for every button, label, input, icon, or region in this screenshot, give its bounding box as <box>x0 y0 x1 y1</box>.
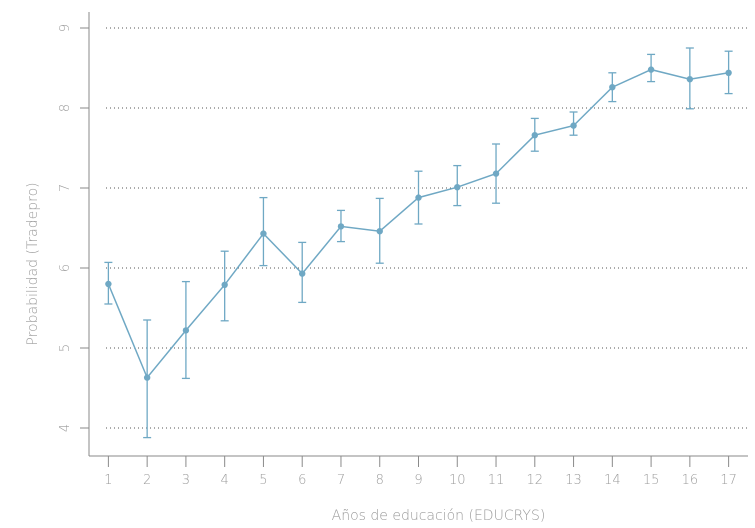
grid-lines <box>106 27 748 429</box>
data-point-9 <box>415 194 422 201</box>
data-points <box>105 66 732 381</box>
x-tick-label-4: 4 <box>221 473 229 488</box>
y-tick-label-4: 4 <box>58 424 73 432</box>
x-tick-label-15: 15 <box>643 473 660 488</box>
y-tick-label-8: 8 <box>58 104 73 112</box>
data-point-2 <box>143 374 151 381</box>
x-axis-title: Años de educación (EDUCRYS) <box>332 508 546 524</box>
x-tick-label-7: 7 <box>337 473 345 488</box>
y-tick-label-9: 9 <box>58 24 73 32</box>
data-point-15 <box>647 66 655 73</box>
data-point-4 <box>221 281 228 288</box>
data-point-12 <box>531 132 538 139</box>
x-tick-label-12: 12 <box>527 473 544 488</box>
data-point-17 <box>725 69 732 77</box>
data-point-6 <box>299 270 306 277</box>
data-point-1 <box>105 280 112 288</box>
data-point-14 <box>609 84 616 91</box>
x-tick-label-16: 16 <box>682 473 699 488</box>
y-axis-title: Probabilidad (Tradepro) <box>25 182 41 345</box>
x-tick-label-17: 17 <box>720 473 737 488</box>
error-bars <box>104 47 733 439</box>
x-tick-label-13: 13 <box>565 473 582 488</box>
data-point-3 <box>182 327 190 334</box>
x-tick-label-5: 5 <box>259 473 267 488</box>
x-tick-label-11: 11 <box>488 473 505 488</box>
data-point-11 <box>492 170 500 177</box>
data-point-7 <box>337 223 345 230</box>
data-point-5 <box>260 230 267 237</box>
x-tick-label-8: 8 <box>376 473 384 488</box>
data-point-10 <box>454 184 461 191</box>
data-point-13 <box>570 122 577 129</box>
x-tick-label-3: 3 <box>182 473 190 488</box>
data-point-8 <box>376 228 383 235</box>
x-tick-label-9: 9 <box>414 473 422 488</box>
x-tick-label-10: 10 <box>449 473 466 488</box>
axes <box>88 12 748 457</box>
y-tick-label-6: 6 <box>58 264 73 272</box>
y-tick-label-7: 7 <box>58 184 73 192</box>
x-tick-label-1: 1 <box>104 473 112 488</box>
y-tick-label-5: 5 <box>58 344 73 352</box>
x-tick-label-2: 2 <box>143 473 151 488</box>
data-point-16 <box>686 76 694 83</box>
x-tick-label-14: 14 <box>604 473 621 488</box>
x-tick-label-6: 6 <box>298 473 306 488</box>
